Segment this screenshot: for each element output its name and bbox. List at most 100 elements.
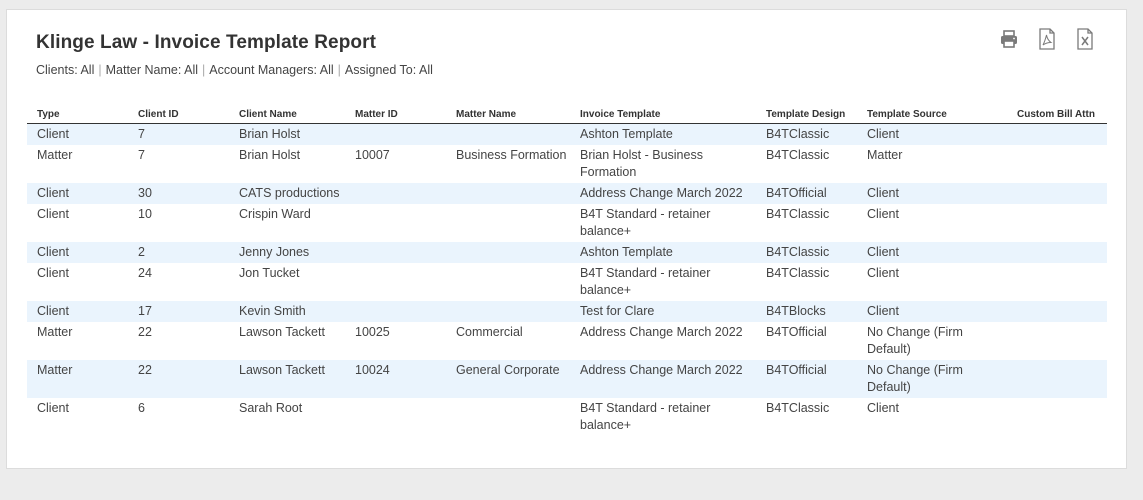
cell-custom-bill-attn <box>1007 183 1107 204</box>
cell-client-name: Brian Holst <box>239 148 301 162</box>
table-row: Client 24 Jon Tucket B4T Standard - retaine… <box>27 263 1107 301</box>
cell-client-name: Jon Tucket <box>239 266 300 280</box>
cell-type: Client <box>27 242 128 263</box>
cell-matter-name <box>446 183 570 204</box>
cell-template-design: B4TClassic <box>756 123 857 145</box>
table-body: Client 7 Brian Holst Ashton Template B4TClas… <box>27 123 1107 437</box>
cell-invoice-template: Test for Clare <box>570 301 756 322</box>
table-row: Client 6 Sarah Root B4T Standard - retainer… <box>27 398 1107 436</box>
cell-matter-id: 10007 <box>355 148 390 162</box>
cell-matter-name <box>446 123 570 145</box>
table-row: Client 10 Crispin Ward B4T Standard - retai… <box>27 204 1107 242</box>
table-header-row: Type Client ID Client Name Matter ID Mat… <box>27 106 1107 124</box>
filter-separator: | <box>337 63 341 77</box>
table-row: Matter 22 Lawson Tackett 10024 General Corpo… <box>27 360 1107 398</box>
cell-client-name: Lawson Tackett <box>239 325 325 339</box>
print-icon <box>999 29 1019 49</box>
cell-matter-name: Commercial <box>456 325 523 339</box>
excel-icon <box>1076 28 1094 50</box>
cell-invoice-template: Address Change March 2022 <box>570 360 756 398</box>
cell-matter-name: General Corporate <box>446 360 570 398</box>
cell-invoice-template: Ashton Template <box>570 123 756 145</box>
cell-matter-name <box>446 242 570 263</box>
cell-client-id: 7 <box>128 123 229 145</box>
table-row: Client 17 Kevin Smith Test for Clare B4TBloc… <box>27 301 1107 322</box>
cell-template-source: No Change (Firm Default) <box>867 325 963 356</box>
filter-clients: Clients: All <box>36 63 95 77</box>
cell-invoice-template: Address Change March 2022 <box>580 325 743 339</box>
cell-type: Client <box>27 301 128 322</box>
cell-template-design: B4TClassic <box>766 207 830 221</box>
cell-client-id: 2 <box>128 242 229 263</box>
cell-template-design: B4TClassic <box>766 401 830 415</box>
cell-matter-name <box>446 263 570 301</box>
cell-matter-name <box>446 398 570 436</box>
cell-custom-bill-attn <box>1007 398 1107 436</box>
cell-custom-bill-attn <box>1007 145 1107 183</box>
cell-client-name: Jenny Jones <box>229 242 345 263</box>
cell-matter-id <box>345 123 446 145</box>
header-custom-bill-attn[interactable]: Custom Bill Attn <box>1007 106 1107 124</box>
cell-custom-bill-attn <box>1007 263 1107 301</box>
cell-template-source: Client <box>867 266 899 280</box>
excel-export-button[interactable] <box>1074 27 1096 51</box>
header-client-id[interactable]: Client ID <box>128 106 229 124</box>
cell-client-name: Lawson Tackett <box>229 360 345 398</box>
cell-client-id: 7 <box>138 148 145 162</box>
cell-type: Matter <box>27 360 128 398</box>
cell-template-design: B4TOfficial <box>756 183 857 204</box>
cell-client-name: Sarah Root <box>239 401 303 415</box>
cell-template-source: Client <box>867 207 899 221</box>
cell-matter-id: 10025 <box>355 325 390 339</box>
cell-custom-bill-attn <box>1007 204 1107 242</box>
cell-type: Matter <box>37 325 73 339</box>
cell-type: Matter <box>37 148 73 162</box>
cell-custom-bill-attn <box>1007 123 1107 145</box>
cell-type: Client <box>27 123 128 145</box>
cell-matter-id <box>345 263 446 301</box>
report-title: Klinge Law - Invoice Template Report <box>36 32 377 53</box>
table-row: Matter 7 Brian Holst 10007 Business Formatio… <box>27 145 1107 183</box>
header-matter-name[interactable]: Matter Name <box>446 106 570 124</box>
cell-matter-name <box>446 204 570 242</box>
pdf-export-button[interactable] <box>1036 27 1058 51</box>
cell-client-name: Kevin Smith <box>229 301 345 322</box>
cell-matter-id: 10024 <box>345 360 446 398</box>
filter-matter-name: Matter Name: All <box>105 63 198 77</box>
invoice-template-table: Type Client ID Client Name Matter ID Mat… <box>27 106 1107 436</box>
cell-client-id: 30 <box>128 183 229 204</box>
cell-template-source: Matter <box>867 148 903 162</box>
cell-invoice-template: B4T Standard - retainer balance+ <box>580 401 711 432</box>
header-client-name[interactable]: Client Name <box>229 106 345 124</box>
header-matter-id[interactable]: Matter ID <box>345 106 446 124</box>
cell-template-design: B4TOfficial <box>766 325 827 339</box>
cell-client-id: 10 <box>138 207 152 221</box>
print-button[interactable] <box>998 27 1020 51</box>
cell-invoice-template: B4T Standard - retainer balance+ <box>580 207 711 238</box>
cell-custom-bill-attn <box>1007 301 1107 322</box>
cell-template-source: Client <box>867 401 899 415</box>
cell-matter-id <box>345 301 446 322</box>
cell-client-id: 22 <box>128 360 229 398</box>
cell-type: Client <box>27 183 128 204</box>
table-row: Client 30 CATS productions Address Change M… <box>27 183 1107 204</box>
cell-client-id: 22 <box>138 325 152 339</box>
cell-type: Client <box>37 266 69 280</box>
cell-template-source: Client <box>857 183 1007 204</box>
header-template-source[interactable]: Template Source <box>857 106 1007 124</box>
header-template-design[interactable]: Template Design <box>756 106 857 124</box>
cell-invoice-template: Brian Holst - Business Formation <box>580 148 703 179</box>
cell-template-source: Client <box>857 242 1007 263</box>
table-row: Client 2 Jenny Jones Ashton Template B4TClas… <box>27 242 1107 263</box>
header-type[interactable]: Type <box>27 106 128 124</box>
export-toolbar <box>998 27 1096 51</box>
report-panel: Klinge Law - Invoice Template Report Cli… <box>6 9 1127 469</box>
cell-template-design: B4TOfficial <box>756 360 857 398</box>
cell-client-name: CATS productions <box>229 183 345 204</box>
cell-template-design: B4TBlocks <box>756 301 857 322</box>
cell-template-source: Client <box>857 301 1007 322</box>
cell-template-design: B4TClassic <box>766 266 830 280</box>
header-invoice-template[interactable]: Invoice Template <box>570 106 756 124</box>
report-filters: Clients: All | Matter Name: All | Account Ma… <box>36 63 433 77</box>
filter-separator: | <box>202 63 206 77</box>
